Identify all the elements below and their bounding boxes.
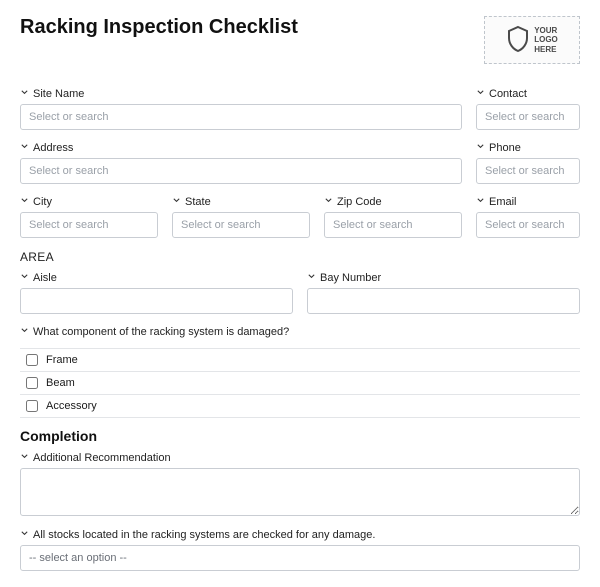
additional-rec-label: Additional Recommendation	[20, 452, 580, 464]
chevron-down-icon	[307, 272, 316, 284]
damage-option-beam[interactable]: Beam	[20, 372, 580, 395]
select-placeholder-text: -- select an option --	[29, 552, 127, 564]
additional-rec-textarea[interactable]	[20, 468, 580, 516]
frame-checkbox[interactable]	[26, 354, 38, 366]
logo-line1: YOUR	[534, 26, 558, 35]
email-label: Email	[476, 196, 580, 208]
site-name-label: Site Name	[20, 88, 462, 100]
state-label: State	[172, 196, 310, 208]
logo-line2: LOGO	[534, 35, 558, 44]
email-input[interactable]	[476, 212, 580, 238]
contact-label: Contact	[476, 88, 580, 100]
accessory-checkbox[interactable]	[26, 400, 38, 412]
chevron-down-icon	[20, 142, 29, 154]
bay-label: Bay Number	[307, 272, 580, 284]
zip-input[interactable]	[324, 212, 462, 238]
frame-label: Frame	[46, 354, 78, 366]
zip-label: Zip Code	[324, 196, 462, 208]
accessory-label: Accessory	[46, 400, 97, 412]
chevron-down-icon	[20, 272, 29, 284]
completion-section-title: Completion	[20, 428, 580, 444]
stocks-question-label: All stocks located in the racking system…	[20, 529, 580, 541]
chevron-down-icon	[476, 196, 485, 208]
beam-checkbox[interactable]	[26, 377, 38, 389]
state-input[interactable]	[172, 212, 310, 238]
site-name-input[interactable]	[20, 104, 462, 130]
phone-label: Phone	[476, 142, 580, 154]
bay-input[interactable]	[307, 288, 580, 314]
logo-placeholder: YOUR LOGO HERE	[484, 16, 580, 64]
aisle-input[interactable]	[20, 288, 293, 314]
damage-option-accessory[interactable]: Accessory	[20, 395, 580, 418]
chevron-down-icon	[20, 529, 29, 541]
shield-icon	[506, 25, 530, 56]
city-label: City	[20, 196, 158, 208]
chevron-down-icon	[324, 196, 333, 208]
chevron-down-icon	[20, 452, 29, 464]
chevron-down-icon	[20, 326, 29, 338]
contact-input[interactable]	[476, 104, 580, 130]
damage-option-frame[interactable]: Frame	[20, 349, 580, 372]
logo-line3: HERE	[534, 45, 558, 54]
area-section-label: AREA	[20, 250, 580, 264]
damage-question-label: What component of the racking system is …	[20, 326, 580, 338]
address-label: Address	[20, 142, 462, 154]
chevron-down-icon	[20, 196, 29, 208]
chevron-down-icon	[476, 88, 485, 100]
chevron-down-icon	[476, 142, 485, 154]
phone-input[interactable]	[476, 158, 580, 184]
city-input[interactable]	[20, 212, 158, 238]
page-title: Racking Inspection Checklist	[20, 16, 298, 39]
stocks-select[interactable]: -- select an option --	[20, 545, 580, 571]
chevron-down-icon	[172, 196, 181, 208]
chevron-down-icon	[20, 88, 29, 100]
aisle-label: Aisle	[20, 272, 293, 284]
beam-label: Beam	[46, 377, 75, 389]
address-input[interactable]	[20, 158, 462, 184]
